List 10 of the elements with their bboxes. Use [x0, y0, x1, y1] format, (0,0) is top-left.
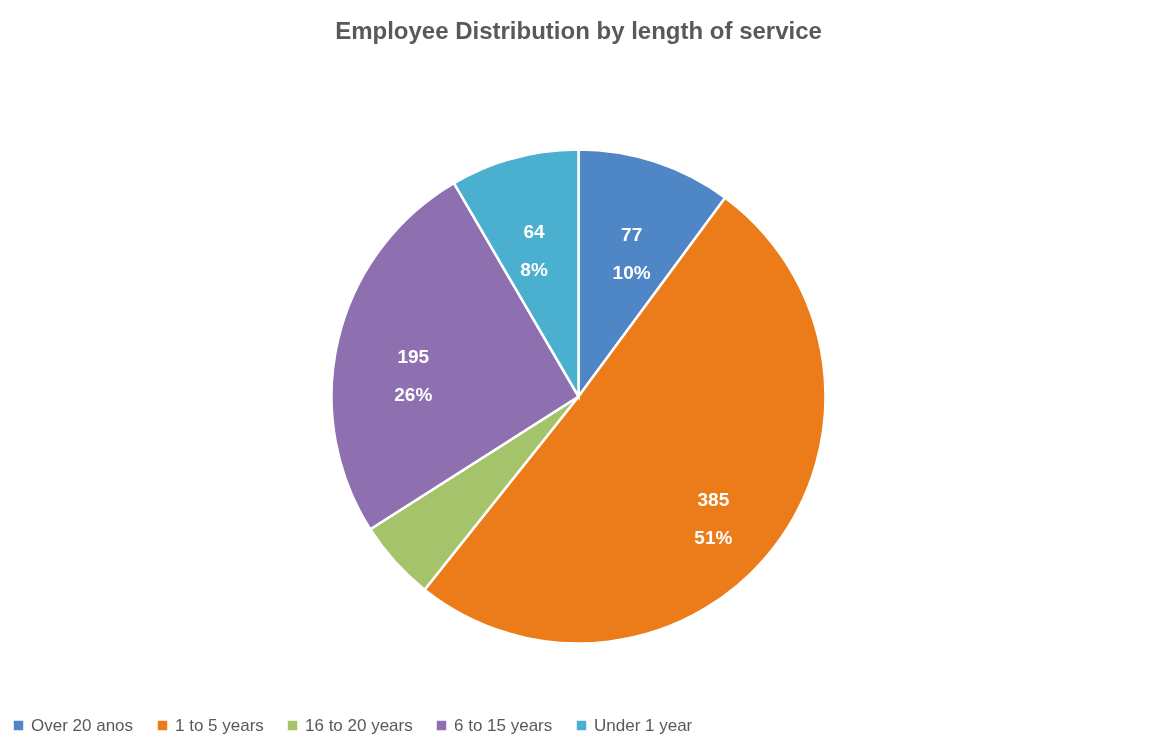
data-label: 77 10%: [612, 224, 651, 284]
data-label: 385 51%: [694, 488, 733, 548]
legend-label: 16 to 20 years: [305, 715, 413, 735]
legend-label: Over 20 anos: [31, 715, 134, 735]
data-label: 64 8%: [520, 221, 548, 281]
legend-label: 1 to 5 years: [175, 715, 264, 735]
legend-label: Under 1 year: [594, 715, 693, 735]
legend-label: 6 to 15 years: [454, 715, 553, 735]
data-label: 195 26%: [394, 345, 433, 405]
chart-title: Employee Distribution by length of service: [335, 17, 822, 44]
